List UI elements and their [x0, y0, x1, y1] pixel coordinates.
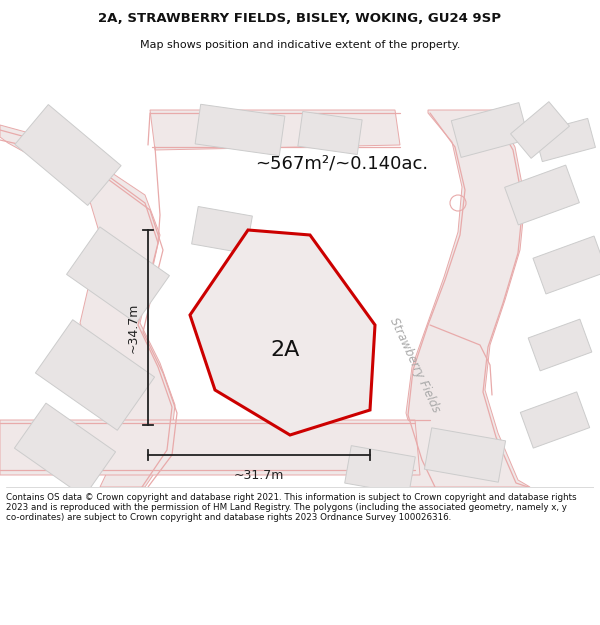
Text: 2A: 2A	[271, 340, 299, 360]
Text: ~31.7m: ~31.7m	[234, 469, 284, 482]
Polygon shape	[191, 206, 253, 254]
Polygon shape	[520, 392, 590, 448]
Polygon shape	[195, 104, 285, 156]
Polygon shape	[406, 110, 530, 487]
Text: Contains OS data © Crown copyright and database right 2021. This information is : Contains OS data © Crown copyright and d…	[6, 492, 577, 522]
Polygon shape	[298, 111, 362, 154]
Polygon shape	[533, 236, 600, 294]
Polygon shape	[344, 446, 415, 494]
Text: ~567m²/~0.140ac.: ~567m²/~0.140ac.	[255, 154, 428, 172]
Text: 2A, STRAWBERRY FIELDS, BISLEY, WOKING, GU24 9SP: 2A, STRAWBERRY FIELDS, BISLEY, WOKING, G…	[98, 12, 502, 25]
Polygon shape	[0, 125, 175, 487]
Polygon shape	[505, 165, 580, 225]
Polygon shape	[35, 320, 155, 430]
Text: Strawberry Fields: Strawberry Fields	[387, 316, 443, 414]
Polygon shape	[14, 403, 116, 497]
Polygon shape	[15, 104, 121, 206]
Polygon shape	[150, 110, 400, 150]
Text: Map shows position and indicative extent of the property.: Map shows position and indicative extent…	[140, 39, 460, 49]
Polygon shape	[528, 319, 592, 371]
Polygon shape	[511, 102, 569, 158]
Polygon shape	[67, 227, 169, 323]
Polygon shape	[424, 428, 506, 483]
Polygon shape	[0, 420, 420, 475]
Polygon shape	[451, 102, 529, 158]
Polygon shape	[535, 118, 595, 162]
Polygon shape	[190, 230, 375, 435]
Text: ~34.7m: ~34.7m	[127, 302, 140, 352]
